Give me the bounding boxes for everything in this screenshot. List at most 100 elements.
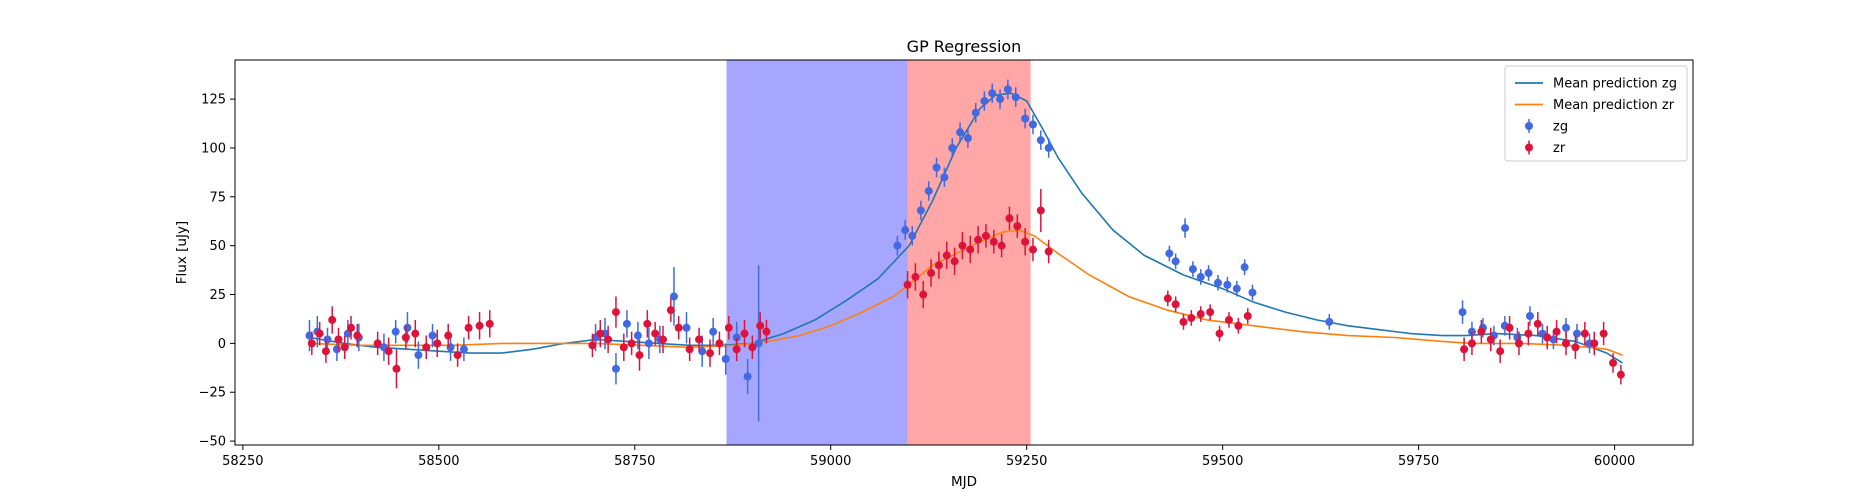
data-point-zg bbox=[908, 231, 917, 240]
data-point-zg bbox=[754, 339, 763, 348]
x-tick-label: 58250 bbox=[222, 454, 263, 469]
data-point-zg bbox=[1044, 143, 1053, 152]
data-point-zg bbox=[988, 89, 997, 98]
data-point-zr bbox=[353, 331, 362, 340]
data-point-zr bbox=[392, 364, 401, 373]
data-point-zr bbox=[401, 333, 410, 342]
data-point-zr bbox=[1163, 294, 1172, 303]
data-point-zr bbox=[756, 321, 765, 330]
y-tick-label: 0 bbox=[218, 337, 226, 352]
y-axis-ticks: −50 −25 0 25 50 75 100 125 bbox=[199, 93, 235, 450]
legend-label: zg bbox=[1553, 120, 1568, 135]
data-point-zr bbox=[328, 315, 337, 324]
data-point-zg bbox=[1003, 85, 1012, 94]
data-point-zg bbox=[1011, 93, 1020, 102]
y-tick-label: 25 bbox=[209, 288, 226, 303]
data-point-zr bbox=[340, 343, 349, 352]
data-point-zr bbox=[997, 241, 1006, 250]
data-point-zr bbox=[384, 347, 393, 356]
data-point-zr bbox=[1005, 214, 1014, 223]
data-point-zg bbox=[1213, 278, 1222, 287]
data-point-zg bbox=[924, 186, 933, 195]
data-point-zr bbox=[1467, 339, 1476, 348]
data-point-zr bbox=[1543, 333, 1552, 342]
data-point-zg bbox=[1188, 265, 1197, 274]
x-tick-label: 58750 bbox=[614, 454, 655, 469]
data-point-zr bbox=[307, 339, 316, 348]
data-point-zr bbox=[1044, 247, 1053, 256]
plot-frame bbox=[234, 59, 1694, 446]
y-tick-label: 75 bbox=[209, 190, 226, 205]
data-point-zr bbox=[958, 241, 967, 250]
x-tick-label: 58500 bbox=[418, 454, 459, 469]
data-point-zg bbox=[1549, 335, 1558, 344]
data-point-zr bbox=[1187, 313, 1196, 322]
data-point-zg bbox=[611, 364, 620, 373]
x-axis-ticks: 58250 58500 58750 59000 59250 59500 59750 60000 bbox=[222, 445, 1635, 469]
data-point-zg bbox=[1204, 269, 1213, 278]
data-point-zg bbox=[644, 339, 653, 348]
data-point-zr bbox=[635, 351, 644, 360]
data-point-zr bbox=[1460, 345, 1469, 354]
data-point-zg bbox=[980, 97, 989, 106]
data-point-zg bbox=[1248, 288, 1257, 297]
data-point-zr bbox=[1021, 237, 1030, 246]
data-point-zr bbox=[1496, 347, 1505, 356]
data-point-zr bbox=[695, 335, 704, 344]
data-point-zg bbox=[1572, 329, 1581, 338]
y-tick-label: −50 bbox=[199, 435, 226, 450]
y-tick-label: 125 bbox=[201, 93, 226, 108]
data-point-zr bbox=[485, 319, 494, 328]
y-tick-label: 100 bbox=[201, 141, 226, 156]
y-axis-label: Flux [uJy] bbox=[174, 221, 190, 284]
data-point-zr bbox=[911, 272, 920, 281]
data-point-zg bbox=[1171, 257, 1180, 266]
data-point-zr bbox=[643, 319, 652, 328]
data-point-zr bbox=[981, 231, 990, 240]
data-point-zr bbox=[411, 329, 420, 338]
data-point-zr bbox=[1609, 358, 1618, 367]
shaded-regions bbox=[726, 60, 1031, 445]
data-point-zr bbox=[347, 323, 356, 332]
data-point-zr bbox=[1552, 327, 1561, 336]
data-point-zr bbox=[627, 339, 636, 348]
data-point-zg bbox=[1525, 312, 1534, 321]
data-point-zr bbox=[974, 235, 983, 244]
data-point-zg bbox=[459, 345, 468, 354]
data-point-zr bbox=[934, 261, 943, 270]
data-point-zr bbox=[942, 251, 951, 260]
data-point-zr bbox=[989, 237, 998, 246]
data-point-zg bbox=[1232, 284, 1241, 293]
data-point-zg bbox=[669, 292, 678, 301]
data-point-zr bbox=[453, 351, 462, 360]
data-point-zg bbox=[1196, 272, 1205, 281]
data-point-zg bbox=[956, 128, 965, 137]
data-point-zr bbox=[1590, 339, 1599, 348]
data-point-zg bbox=[948, 143, 957, 152]
data-point-zr bbox=[588, 341, 597, 350]
x-tick-label: 59750 bbox=[1398, 454, 1439, 469]
x-axis-label: MJD bbox=[951, 474, 977, 490]
data-point-zg bbox=[743, 372, 752, 381]
data-point-zg bbox=[1562, 323, 1571, 332]
data-point-zr bbox=[1616, 370, 1625, 379]
data-point-zr bbox=[666, 306, 675, 315]
data-point-zr bbox=[1599, 329, 1608, 338]
data-point-zr bbox=[1196, 310, 1205, 319]
data-point-zr bbox=[1243, 312, 1252, 321]
legend-box bbox=[1504, 65, 1688, 162]
data-point-zr bbox=[919, 290, 928, 299]
series-zr bbox=[307, 188, 1625, 389]
data-point-zg bbox=[916, 206, 925, 215]
data-point-zg bbox=[682, 323, 691, 332]
x-tick-label: 59500 bbox=[1202, 454, 1243, 469]
data-point-zr bbox=[1171, 300, 1180, 309]
data-point-zr bbox=[1580, 329, 1589, 338]
data-point-zr bbox=[762, 327, 771, 336]
data-point-zg bbox=[1036, 136, 1045, 145]
legend-label: Mean prediction zg bbox=[1553, 77, 1677, 92]
data-point-zr bbox=[724, 323, 733, 332]
data-point-zg bbox=[1028, 120, 1037, 129]
data-point-zr bbox=[1486, 335, 1495, 344]
data-point-zr bbox=[1013, 222, 1022, 231]
